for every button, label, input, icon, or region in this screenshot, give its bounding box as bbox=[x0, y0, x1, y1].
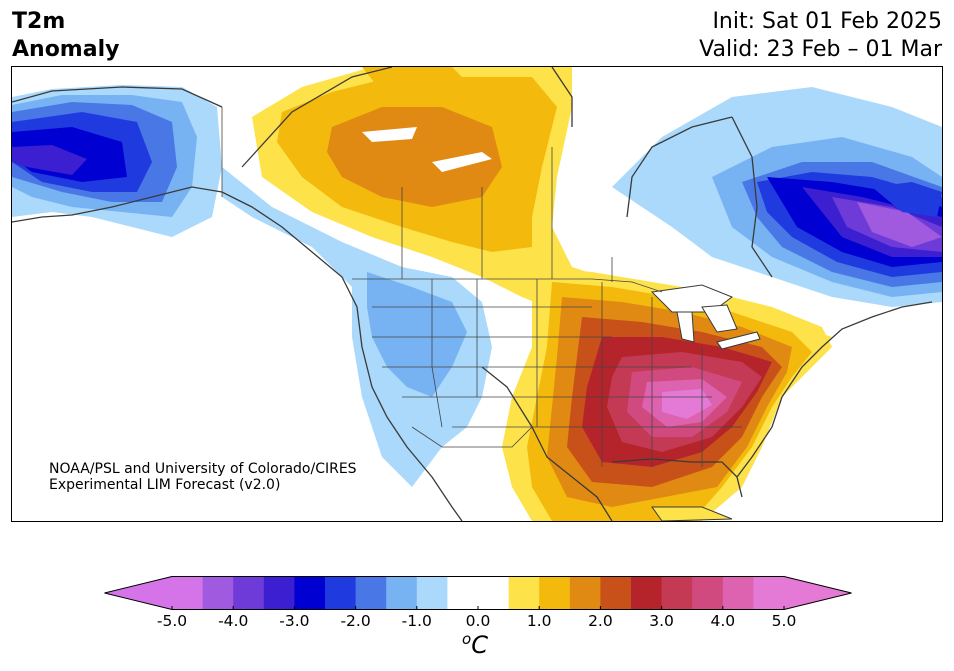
colorbar-segment bbox=[692, 576, 724, 610]
alaska-cold-region bbox=[12, 85, 222, 237]
lake-winnipeg bbox=[570, 232, 587, 249]
colorbar-extend-high bbox=[784, 576, 852, 610]
western-us-cool-region bbox=[222, 167, 492, 487]
canada-warm-region bbox=[252, 67, 832, 367]
us-canada-border bbox=[352, 278, 663, 293]
unit-base: C bbox=[471, 631, 488, 659]
hudson-bay-west bbox=[626, 116, 733, 218]
colorbar-tick-label: 2.0 bbox=[588, 612, 613, 630]
mexico-border bbox=[411, 426, 533, 448]
lake-michigan bbox=[676, 311, 695, 343]
colorbar-segment bbox=[325, 576, 357, 610]
northeast-canada-cold-region bbox=[612, 87, 942, 307]
colorbar-segment bbox=[416, 576, 448, 610]
colorbar-segment bbox=[722, 576, 754, 610]
colorbar-segment bbox=[539, 576, 571, 610]
alaska-north-coast bbox=[12, 86, 223, 108]
west-cool-shade-1 bbox=[222, 167, 492, 487]
anomaly-map bbox=[11, 66, 943, 522]
colorbar-segment bbox=[202, 576, 234, 610]
great-bear-lake bbox=[362, 127, 417, 142]
map-canvas bbox=[12, 67, 942, 521]
colorbar-tick-label: 1.0 bbox=[526, 612, 552, 630]
colorbar-segment bbox=[263, 576, 295, 610]
colorbar-unit-label: oC bbox=[462, 630, 488, 659]
unit-superscript: o bbox=[462, 630, 472, 648]
colorbar-tick-label: 3.0 bbox=[649, 612, 674, 630]
colorbar-tick-label: -1.0 bbox=[401, 612, 432, 630]
alaska-shade-6 bbox=[12, 145, 87, 175]
credit-line-2: Experimental LIM Forecast (v2.0) bbox=[49, 477, 281, 493]
east-warm-shade-9 bbox=[662, 389, 712, 419]
lake-superior bbox=[650, 284, 734, 313]
title-line-variable: T2m bbox=[12, 9, 66, 34]
west-cool-shade-2 bbox=[367, 272, 467, 397]
colorbar-segment bbox=[508, 576, 540, 610]
hudson-bay-east bbox=[731, 116, 773, 278]
pacific-coast bbox=[12, 186, 463, 521]
colorbar-segment bbox=[447, 576, 479, 610]
credit-line-1: NOAA/PSL and University of Colorado/CIRE… bbox=[49, 461, 357, 477]
valid-date-label: Valid: 23 Feb – 01 Mar bbox=[699, 37, 942, 62]
ne-cold-shade-8 bbox=[857, 202, 942, 247]
colorbar-segment bbox=[386, 576, 418, 610]
canada-north-warm bbox=[362, 67, 472, 97]
colorbar-tick-label: 4.0 bbox=[710, 612, 736, 630]
eastern-us-warm-region bbox=[502, 267, 832, 521]
colorbar-extend-low bbox=[104, 576, 172, 610]
forecast-dates: Init: Sat 01 Feb 2025 Valid: 23 Feb – 01… bbox=[699, 8, 942, 64]
lake-huron bbox=[701, 304, 738, 333]
arctic-coast-west bbox=[241, 67, 393, 168]
colorbar-tick-label: -4.0 bbox=[218, 612, 249, 630]
ne-cold-top bbox=[872, 182, 942, 217]
colorbar-segment bbox=[631, 576, 663, 610]
great-lakes bbox=[362, 127, 761, 350]
cuba bbox=[651, 506, 733, 521]
atlantic-coast bbox=[611, 301, 933, 498]
colorbar-tick-label: 5.0 bbox=[771, 612, 797, 630]
lake-erie bbox=[716, 331, 761, 350]
colorbar-tick-label: -5.0 bbox=[156, 612, 188, 630]
colorbar-segment bbox=[600, 576, 632, 610]
coastlines bbox=[12, 67, 933, 521]
gulf-west-coast bbox=[481, 366, 613, 521]
political-borders bbox=[221, 107, 742, 467]
init-date-label: Init: Sat 01 Feb 2025 bbox=[712, 9, 942, 34]
colorbar-segment bbox=[478, 576, 510, 610]
colorbar-segment bbox=[294, 576, 326, 610]
arctic-coast-central bbox=[551, 67, 573, 127]
colorbar bbox=[104, 576, 852, 610]
map-credit: NOAA/PSL and University of Colorado/CIRE… bbox=[49, 461, 357, 493]
colorbar-tick-label: -2.0 bbox=[340, 612, 371, 630]
colorbar-segment bbox=[172, 576, 204, 610]
title-line-anomaly: Anomaly bbox=[12, 37, 120, 62]
map-title: T2m Anomaly bbox=[12, 8, 119, 64]
colorbar-segment bbox=[233, 576, 265, 610]
colorbar-segment bbox=[753, 576, 785, 610]
colorbar-segment bbox=[569, 576, 601, 610]
colorbar-tick-label: 0.0 bbox=[465, 612, 491, 630]
state-col-1 bbox=[431, 279, 443, 428]
colorbar-tick-label: -3.0 bbox=[279, 612, 310, 630]
colorbar-segment bbox=[661, 576, 693, 610]
colorbar-segment bbox=[355, 576, 387, 610]
great-slave-lake bbox=[432, 152, 492, 172]
